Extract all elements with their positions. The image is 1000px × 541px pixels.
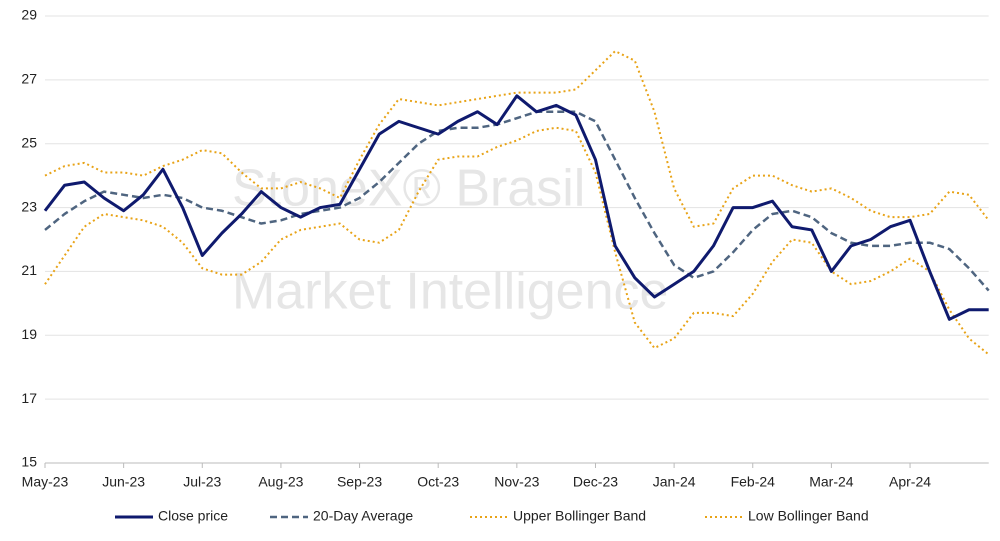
y-tick-label: 19 [21,326,37,342]
series-line [44,126,990,356]
y-tick-label: 29 [21,7,37,23]
x-tick-label: Oct-23 [417,474,459,490]
y-tick-label: 25 [21,134,37,150]
x-tick-label: Nov-23 [494,474,539,490]
legend-label: 20-Day Average [313,508,413,524]
x-tick-label: Mar-24 [809,474,854,490]
y-tick-label: 15 [21,454,37,470]
x-tick-label: Aug-23 [258,474,303,490]
series-line [44,110,990,292]
x-tick-label: Feb-24 [731,474,776,490]
x-tick-label: Sep-23 [337,474,382,490]
series-line [44,50,990,228]
x-tick-label: Dec-23 [573,474,618,490]
legend-label: Close price [158,508,228,524]
watermark: Market Intelligence [232,263,668,321]
legend-label: Upper Bollinger Band [513,508,646,524]
legend-label: Low Bollinger Band [748,508,869,524]
x-tick-label: Apr-24 [889,474,931,490]
x-tick-label: Jan-24 [653,474,696,490]
x-tick-label: Jun-23 [102,474,145,490]
series-line [43,94,989,321]
y-tick-label: 27 [21,71,37,87]
y-tick-label: 17 [21,390,37,406]
x-tick-label: Jul-23 [183,474,221,490]
x-tick-label: May-23 [22,474,69,490]
y-tick-label: 21 [21,262,37,278]
y-tick-label: 23 [21,198,37,214]
